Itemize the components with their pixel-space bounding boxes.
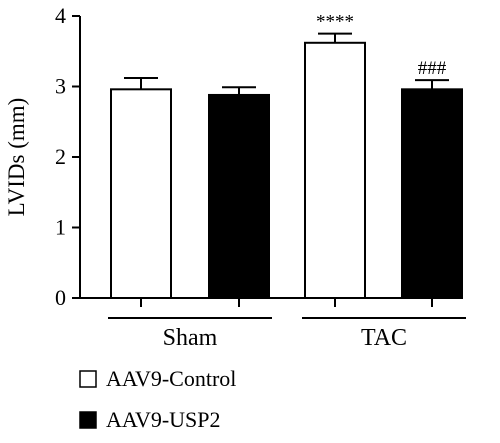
bar-tac-aav9-control [304,41,366,300]
significance-annotation: **** [316,12,354,33]
bar-sham-aav9-usp2 [208,93,270,299]
y-tick-label: 4 [55,3,66,28]
y-tick-label: 0 [55,285,66,310]
legend: AAV9-Control AAV9-USP2 [79,366,236,432]
legend-label: AAV9-USP2 [106,407,221,432]
y-tick-label: 2 [55,144,66,169]
legend-swatch [79,370,97,388]
group-label-tac: TAC [361,325,407,351]
bar-tac-aav9-usp2 [401,88,463,299]
y-tick-label: 3 [55,74,66,99]
group-label-sham: Sham [163,325,218,351]
bar-sham-aav9-control [110,88,172,299]
group-labels: Sham TAC [108,317,466,351]
bars: **** ### [110,12,463,307]
y-axis-title: LVIDs (mm) [4,98,29,217]
significance-annotation: ### [418,58,447,79]
legend-swatch [79,411,97,429]
y-tick-label: 1 [55,215,66,240]
legend-label: AAV9-Control [106,366,236,391]
